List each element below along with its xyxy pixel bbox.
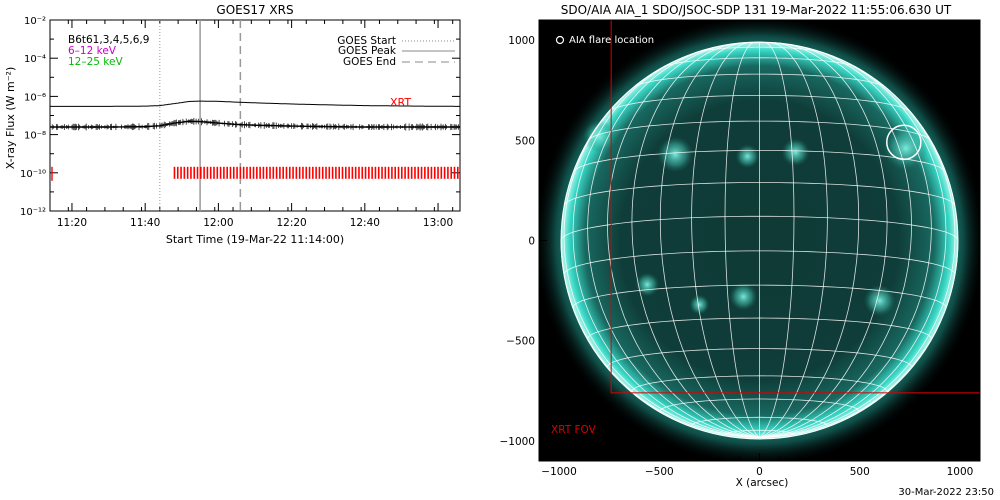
goes-legend: GOES Start GOES Peak GOES End (337, 35, 455, 68)
aia-y-tick-label: −500 (506, 336, 535, 348)
grid-longitude-line (759, 43, 888, 438)
grid-longitude-line (691, 42, 760, 438)
goes-y-axis: 10⁻¹² 10⁻¹⁰ 10⁻⁸ 10⁻⁶ 10⁻⁴ 10⁻² (20, 16, 460, 218)
xrt-fov-box (610, 20, 980, 394)
aia-y-tick-label: 0 (528, 236, 535, 248)
grid-longitude-line (759, 53, 947, 438)
flare-location-circle (886, 124, 922, 161)
aia-flare-legend: AIA flare location (555, 35, 654, 46)
generation-timestamp: 30-Mar-2022 23:50 (898, 487, 994, 498)
grid-longitude-line (607, 44, 760, 438)
xrt-label: XRT (390, 96, 411, 109)
active-region-glow (781, 138, 810, 167)
aia-y-tick-label: 500 (515, 135, 535, 147)
aia-y-axis: −1000 −500 0 500 1000 (500, 35, 547, 448)
aia-plot-title: SDO/AIA AIA_1 SDO/JSOC-SDP 131 19-Mar-20… (561, 3, 952, 17)
goes-long-channel-line (50, 100, 460, 107)
limb-circle (560, 41, 959, 440)
active-region-glow (583, 120, 616, 153)
goes-short-noise-path (49, 117, 460, 131)
goes-x-axis: 11:20 11:40 12:00 12:20 12:40 13:00 (49, 20, 454, 229)
aia-y-tick-label: 1000 (508, 35, 535, 47)
grid-longitude-line (631, 43, 760, 438)
aia-x-axis: −1000 −500 0 500 1000 (541, 453, 973, 478)
goes-y-tick-label: 10⁻² (24, 16, 46, 27)
grid-longitude-line (759, 44, 912, 438)
goes-x-tick-label: 12:40 (350, 217, 380, 229)
goes-short-channel-noise (49, 117, 460, 131)
grid-longitude-line (724, 41, 760, 438)
flare-legend-circle-icon (555, 35, 565, 45)
aia-x-tick-label: −500 (645, 466, 674, 478)
goes-y-axis-label: X-ray Flux (W m⁻²) (4, 67, 17, 169)
active-region-glow (735, 144, 760, 169)
goes-x-tick-label: 12:20 (276, 217, 306, 229)
aia-x-tick-label: −1000 (541, 466, 577, 478)
goes-x-tick-label: 12:00 (203, 217, 233, 229)
grid-longitude-line (759, 46, 932, 438)
aia-x-tick-label: 0 (756, 466, 763, 478)
legend-goes-peak-label: GOES Peak (338, 45, 397, 57)
goes-info-line-2: 6–12 keV (68, 45, 117, 57)
grid-longitude-line (587, 46, 760, 438)
goes-plot-title: GOES17 XRS (216, 3, 293, 17)
goes-x-tick-label: 11:20 (57, 217, 87, 229)
aia-image-plot: SDO/AIA AIA_1 SDO/JSOC-SDP 131 19-Mar-20… (500, 3, 981, 489)
grid-longitude-line (572, 53, 760, 438)
aia-x-tick-label: 1000 (947, 466, 974, 478)
flare-legend-label: AIA flare location (569, 35, 654, 46)
legend-goes-end-label: GOES End (343, 56, 396, 68)
goes-x-tick-label: 11:40 (130, 217, 160, 229)
goes-info-line-3: 12–25 keV (68, 56, 123, 68)
goes-xrs-plot: GOES17 XRS 10⁻¹² 10⁻¹⁰ 10⁻⁸ 10⁻⁶ 10⁻⁴ 10⁻² 11… (4, 3, 461, 246)
goes-short-channel-line (50, 120, 460, 128)
active-region-glow (635, 272, 660, 297)
active-region-glow (729, 282, 758, 311)
active-region-glow (863, 284, 896, 317)
active-region-glow (657, 136, 694, 173)
aia-y-tick-label: −1000 (500, 436, 535, 448)
goes-event-markers (159, 20, 242, 211)
goes-y-tick-label: 10⁻⁸ (24, 131, 46, 142)
goes-y-tick-label: 10⁻¹⁰ (20, 169, 46, 180)
xrt-fov-label: XRT FOV (551, 424, 597, 436)
grid-longitude-line (759, 42, 860, 438)
legend-goes-start-label: GOES Start (337, 35, 396, 47)
xrt-coverage-bars (51, 166, 459, 181)
grid-longitude-line (759, 41, 795, 438)
aia-x-tick-label: 500 (850, 466, 870, 478)
goes-y-tick-label: 10⁻⁴ (24, 54, 46, 65)
goes-y-tick-label: 10⁻⁶ (24, 92, 46, 103)
goes-x-axis-label: Start Time (19-Mar-22 11:14:00) (166, 233, 344, 246)
grid-longitude-line (659, 42, 760, 438)
goes-x-tick-label: 13:00 (423, 217, 453, 229)
aia-x-axis-label: X (arcsec) (736, 477, 789, 489)
goes-y-tick-label: 10⁻¹² (20, 207, 46, 218)
goes-info-line-1: B6t61,3,4,5,6,9 (68, 34, 149, 46)
grid-longitude-line (759, 78, 956, 438)
active-region-glow (689, 294, 710, 315)
grid-longitude-line (759, 42, 828, 438)
grid-longitude-line (563, 78, 760, 438)
